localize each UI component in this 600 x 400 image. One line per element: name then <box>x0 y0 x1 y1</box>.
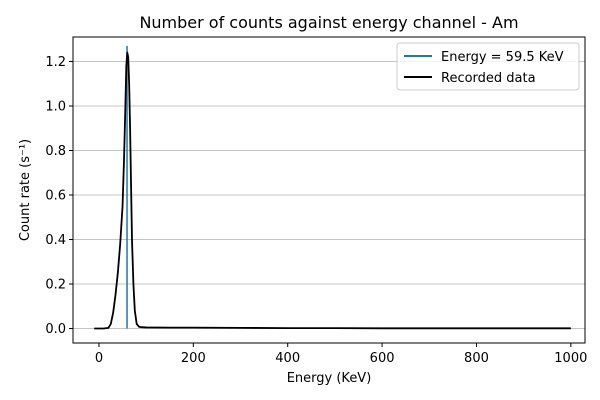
x-tick-label: 200 <box>181 351 206 366</box>
y-tick-label: 1.0 <box>45 99 66 114</box>
y-tick-label: 0.0 <box>45 322 66 337</box>
x-tick-label: 1000 <box>554 351 587 366</box>
y-tick-label: 1.2 <box>45 55 66 70</box>
y-tick-label: 0.2 <box>45 278 66 293</box>
y-tick-label: 0.6 <box>45 189 66 204</box>
legend-label-energy: Energy = 59.5 KeV <box>441 50 564 65</box>
chart-title: Number of counts against energy channel … <box>139 13 518 32</box>
legend-label-recorded-data: Recorded data <box>441 71 536 86</box>
plot-frame <box>72 36 586 344</box>
legend: Energy = 59.5 KeV Recorded data <box>396 42 580 91</box>
x-tick-label: 600 <box>370 351 395 366</box>
y-tick-label: 0.4 <box>45 233 66 248</box>
x-axis: 0 200 400 600 800 1000 <box>95 343 587 366</box>
series-line-recorded-data <box>94 51 571 330</box>
y-tick-label: 0.8 <box>45 144 66 159</box>
data-layer <box>94 45 571 330</box>
y-axis-label: Count rate (s⁻¹) <box>18 139 33 241</box>
x-tick-label: 0 <box>95 351 103 366</box>
x-tick-label: 400 <box>275 351 300 366</box>
legend-box <box>396 42 580 91</box>
x-tick-label: 800 <box>464 351 489 366</box>
y-axis: 0.0 0.2 0.4 0.6 0.8 1.0 1.2 <box>45 55 73 337</box>
x-axis-label: Energy (KeV) <box>287 371 372 386</box>
